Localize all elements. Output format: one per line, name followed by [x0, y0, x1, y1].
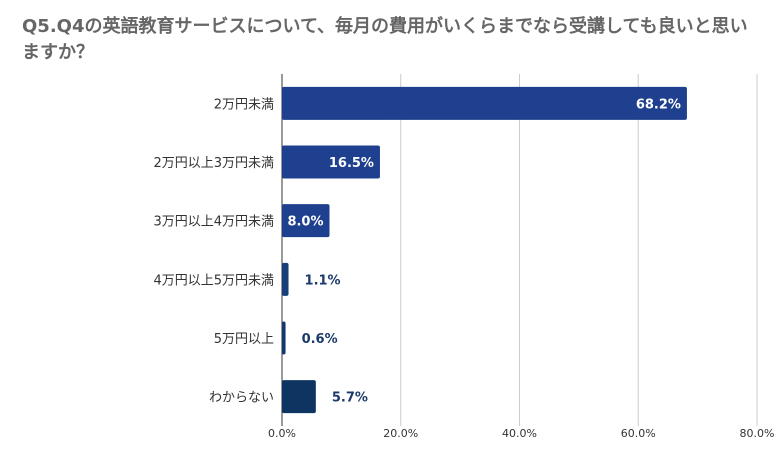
category-label: 4万円以上5万円未満	[153, 273, 274, 288]
value-label: 8.0%	[287, 215, 323, 230]
category-label: わからない	[209, 391, 274, 406]
x-tick-label: 0.0%	[268, 427, 296, 440]
value-label: 1.1%	[305, 273, 341, 288]
x-axis-ticks: 0.0% 20.0% 40.0% 60.0% 80.0%	[268, 427, 774, 440]
bar	[282, 86, 687, 120]
category-label: 5万円以上	[214, 332, 274, 347]
gridlines	[281, 74, 758, 426]
category-labels: 2万円未満 2万円以上3万円未満 3万円以上4万円未満 4万円以上5万円未満 5万円以上…	[153, 97, 274, 405]
value-label: 5.7%	[332, 391, 368, 406]
x-tick-label: 20.0%	[383, 427, 418, 440]
value-label: 0.6%	[302, 332, 338, 347]
chart-title: Q5.Q4の英語教育サービスについて、毎月の費用がいくらまでなら受講しても良いと…	[22, 16, 748, 63]
bars	[282, 86, 687, 414]
bar	[282, 380, 316, 414]
category-label: 2万円未満	[214, 97, 274, 112]
value-labels: 68.2% 16.5% 8.0% 1.1% 0.6% 5.7%	[287, 97, 681, 405]
x-tick-label: 40.0%	[502, 427, 537, 440]
x-tick-label: 60.0%	[621, 427, 656, 440]
bar	[282, 145, 380, 179]
x-tick-label: 80.0%	[740, 427, 775, 440]
bar	[282, 262, 289, 296]
bar	[282, 204, 330, 238]
value-label: 68.2%	[636, 97, 681, 112]
category-label: 2万円以上3万円未満	[153, 156, 274, 171]
category-label: 3万円以上4万円未満	[153, 215, 274, 230]
bar	[282, 321, 286, 355]
value-label: 16.5%	[329, 156, 374, 171]
